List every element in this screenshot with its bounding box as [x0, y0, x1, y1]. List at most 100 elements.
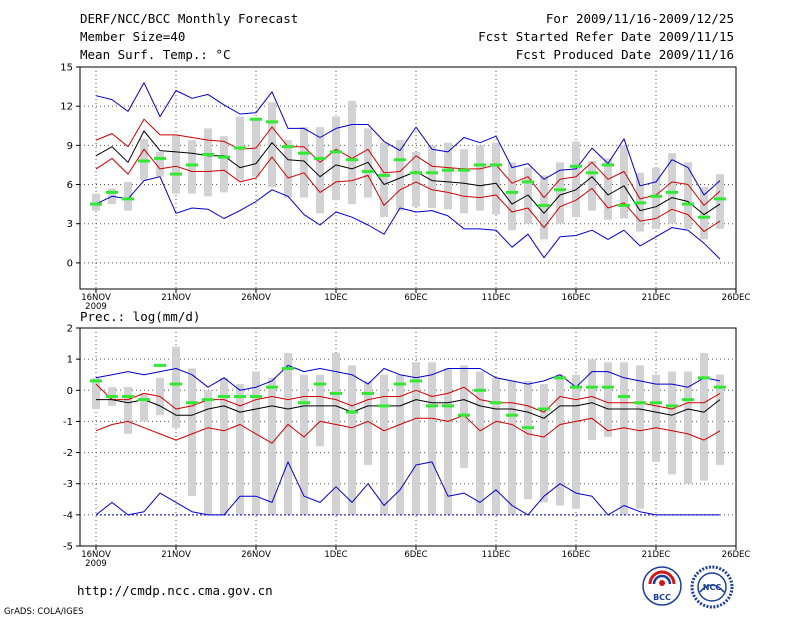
- temp-spread-box: [604, 158, 612, 220]
- temp-observed-mark: [714, 197, 726, 201]
- temp-ytick-label: 9: [67, 141, 73, 152]
- prec-line-min: [95, 461, 720, 516]
- prec-observed-mark: [90, 379, 102, 383]
- prec-ytick-label: -4: [63, 510, 73, 521]
- prec-xtick-label: 1DEC: [324, 550, 347, 560]
- temp-observed-mark: [106, 190, 118, 194]
- precipitation-panel: -5 -4 -3 -2 -1 0 1 2 16NOV 21NOV 26NOV 1DEC 6DEC 11DE…: [63, 324, 750, 570]
- bcc-logo-text: BCC: [653, 593, 671, 602]
- temp-observed-mark: [410, 171, 422, 175]
- prec-year-label: 2009: [85, 559, 107, 569]
- prec-observed-mark: [330, 391, 342, 395]
- temp-spread-box: [700, 187, 708, 240]
- prec-spread-box: [300, 374, 308, 515]
- prec-spread-box: [684, 371, 692, 484]
- prec-spread-box: [700, 352, 708, 481]
- prec-spread-box: [348, 365, 356, 515]
- temp-observed-mark: [186, 163, 198, 167]
- prec-observed-mark: [714, 385, 726, 389]
- temp-xtick-label: 1DEC: [324, 293, 347, 303]
- temp-observed-mark: [282, 145, 294, 149]
- prec-xtick-label: 16DEC: [562, 550, 591, 560]
- temp-observed-mark: [314, 156, 326, 160]
- temp-xtick-label: 21NOV: [161, 293, 191, 303]
- prec-observed-mark: [106, 395, 118, 399]
- temp-observed-mark: [234, 146, 246, 150]
- temp-observed-mark: [250, 117, 262, 121]
- prec-ytick-label: 0: [67, 386, 73, 397]
- temp-spread-box: [412, 151, 420, 207]
- temp-spread-box: [588, 161, 596, 211]
- temp-xtick-label: 11DEC: [482, 293, 511, 303]
- temp-spread-box: [316, 127, 324, 214]
- temp-observed-mark: [506, 190, 518, 194]
- prec-observed-mark: [666, 404, 678, 408]
- prec-observed-mark: [442, 404, 454, 408]
- temp-observed-mark: [346, 158, 358, 162]
- prec-spread-box: [524, 380, 532, 500]
- header-started-date: Fcst Started Refer Date 2009/11/15: [478, 29, 734, 44]
- header-produced-date: Fcst Produced Date 2009/11/16: [516, 47, 734, 62]
- prec-observed-mark: [410, 379, 422, 383]
- temp-spread-box: [668, 153, 676, 224]
- prec-observed-mark: [266, 385, 278, 389]
- prec-xtick-label: 21NOV: [161, 550, 191, 560]
- prec-observed-mark: [474, 388, 486, 392]
- header-title: DERF/NCC/BCC Monthly Forecast: [80, 11, 298, 26]
- temp-xtick-label: 26DEC: [722, 293, 751, 303]
- footer-url[interactable]: http://cmdp.ncc.cma.gov.cn: [77, 583, 273, 598]
- prec-spread-box: [252, 371, 260, 515]
- temp-spread-box: [572, 141, 580, 218]
- prec-line-max: [95, 364, 721, 391]
- prec-observed-mark: [218, 395, 230, 399]
- prec-spread-box: [476, 371, 484, 515]
- temp-observed-mark: [586, 171, 598, 175]
- temp-observed-mark: [538, 203, 550, 207]
- prec-line-upper: [95, 383, 721, 413]
- prec-observed-mark: [538, 407, 550, 411]
- temp-observed-mark: [394, 158, 406, 162]
- prec-observed-mark: [602, 385, 614, 389]
- temp-spread-box: [156, 151, 164, 177]
- header-member-size: Member Size=40: [80, 29, 185, 44]
- prec-observed-mark: [618, 395, 630, 399]
- prec-observed-mark: [346, 410, 358, 414]
- temp-observed-mark: [554, 188, 566, 192]
- temp-observed-mark: [266, 120, 278, 124]
- ncc-logo-text: NCC: [703, 583, 722, 592]
- temp-observed-mark: [458, 168, 470, 172]
- temp-xtick-label: 26NOV: [241, 293, 271, 303]
- temp-spread-box: [460, 149, 468, 214]
- prec-spread-box: [428, 362, 436, 515]
- temp-spread-box: [204, 128, 212, 197]
- temp-observed-mark: [202, 152, 214, 156]
- temp-spread-box: [92, 193, 100, 211]
- temp-spread-box: [284, 140, 292, 198]
- prec-spread-box: [284, 352, 292, 515]
- prec-spread-box: [412, 362, 420, 515]
- temp-observed-mark: [570, 164, 582, 168]
- temp-observed-mark: [490, 163, 502, 167]
- temp-ytick-label: 12: [60, 102, 73, 113]
- temp-observed-mark: [122, 197, 134, 201]
- temp-line-mean: [95, 130, 721, 216]
- prec-observed-mark: [586, 385, 598, 389]
- temp-xtick-label: 21DEC: [642, 293, 671, 303]
- prec-observed-mark: [682, 398, 694, 402]
- prec-spread-box: [604, 362, 612, 437]
- prec-spread-box: [668, 371, 676, 475]
- prec-xtick-label: 16NOV: [81, 550, 111, 560]
- prec-observed-mark: [138, 398, 150, 402]
- prec-ytick-label: 1: [67, 355, 73, 366]
- prec-spread-box: [716, 374, 724, 466]
- temp-observed-mark: [602, 163, 614, 167]
- prec-spread-box: [620, 362, 628, 515]
- temp-observed-mark: [170, 172, 182, 176]
- bcc-logo: BCC: [642, 566, 682, 606]
- temp-xtick-label: 16DEC: [562, 293, 591, 303]
- temp-observed-mark: [378, 173, 390, 177]
- prec-spread-box: [636, 365, 644, 509]
- temp-spread-box: [508, 162, 516, 231]
